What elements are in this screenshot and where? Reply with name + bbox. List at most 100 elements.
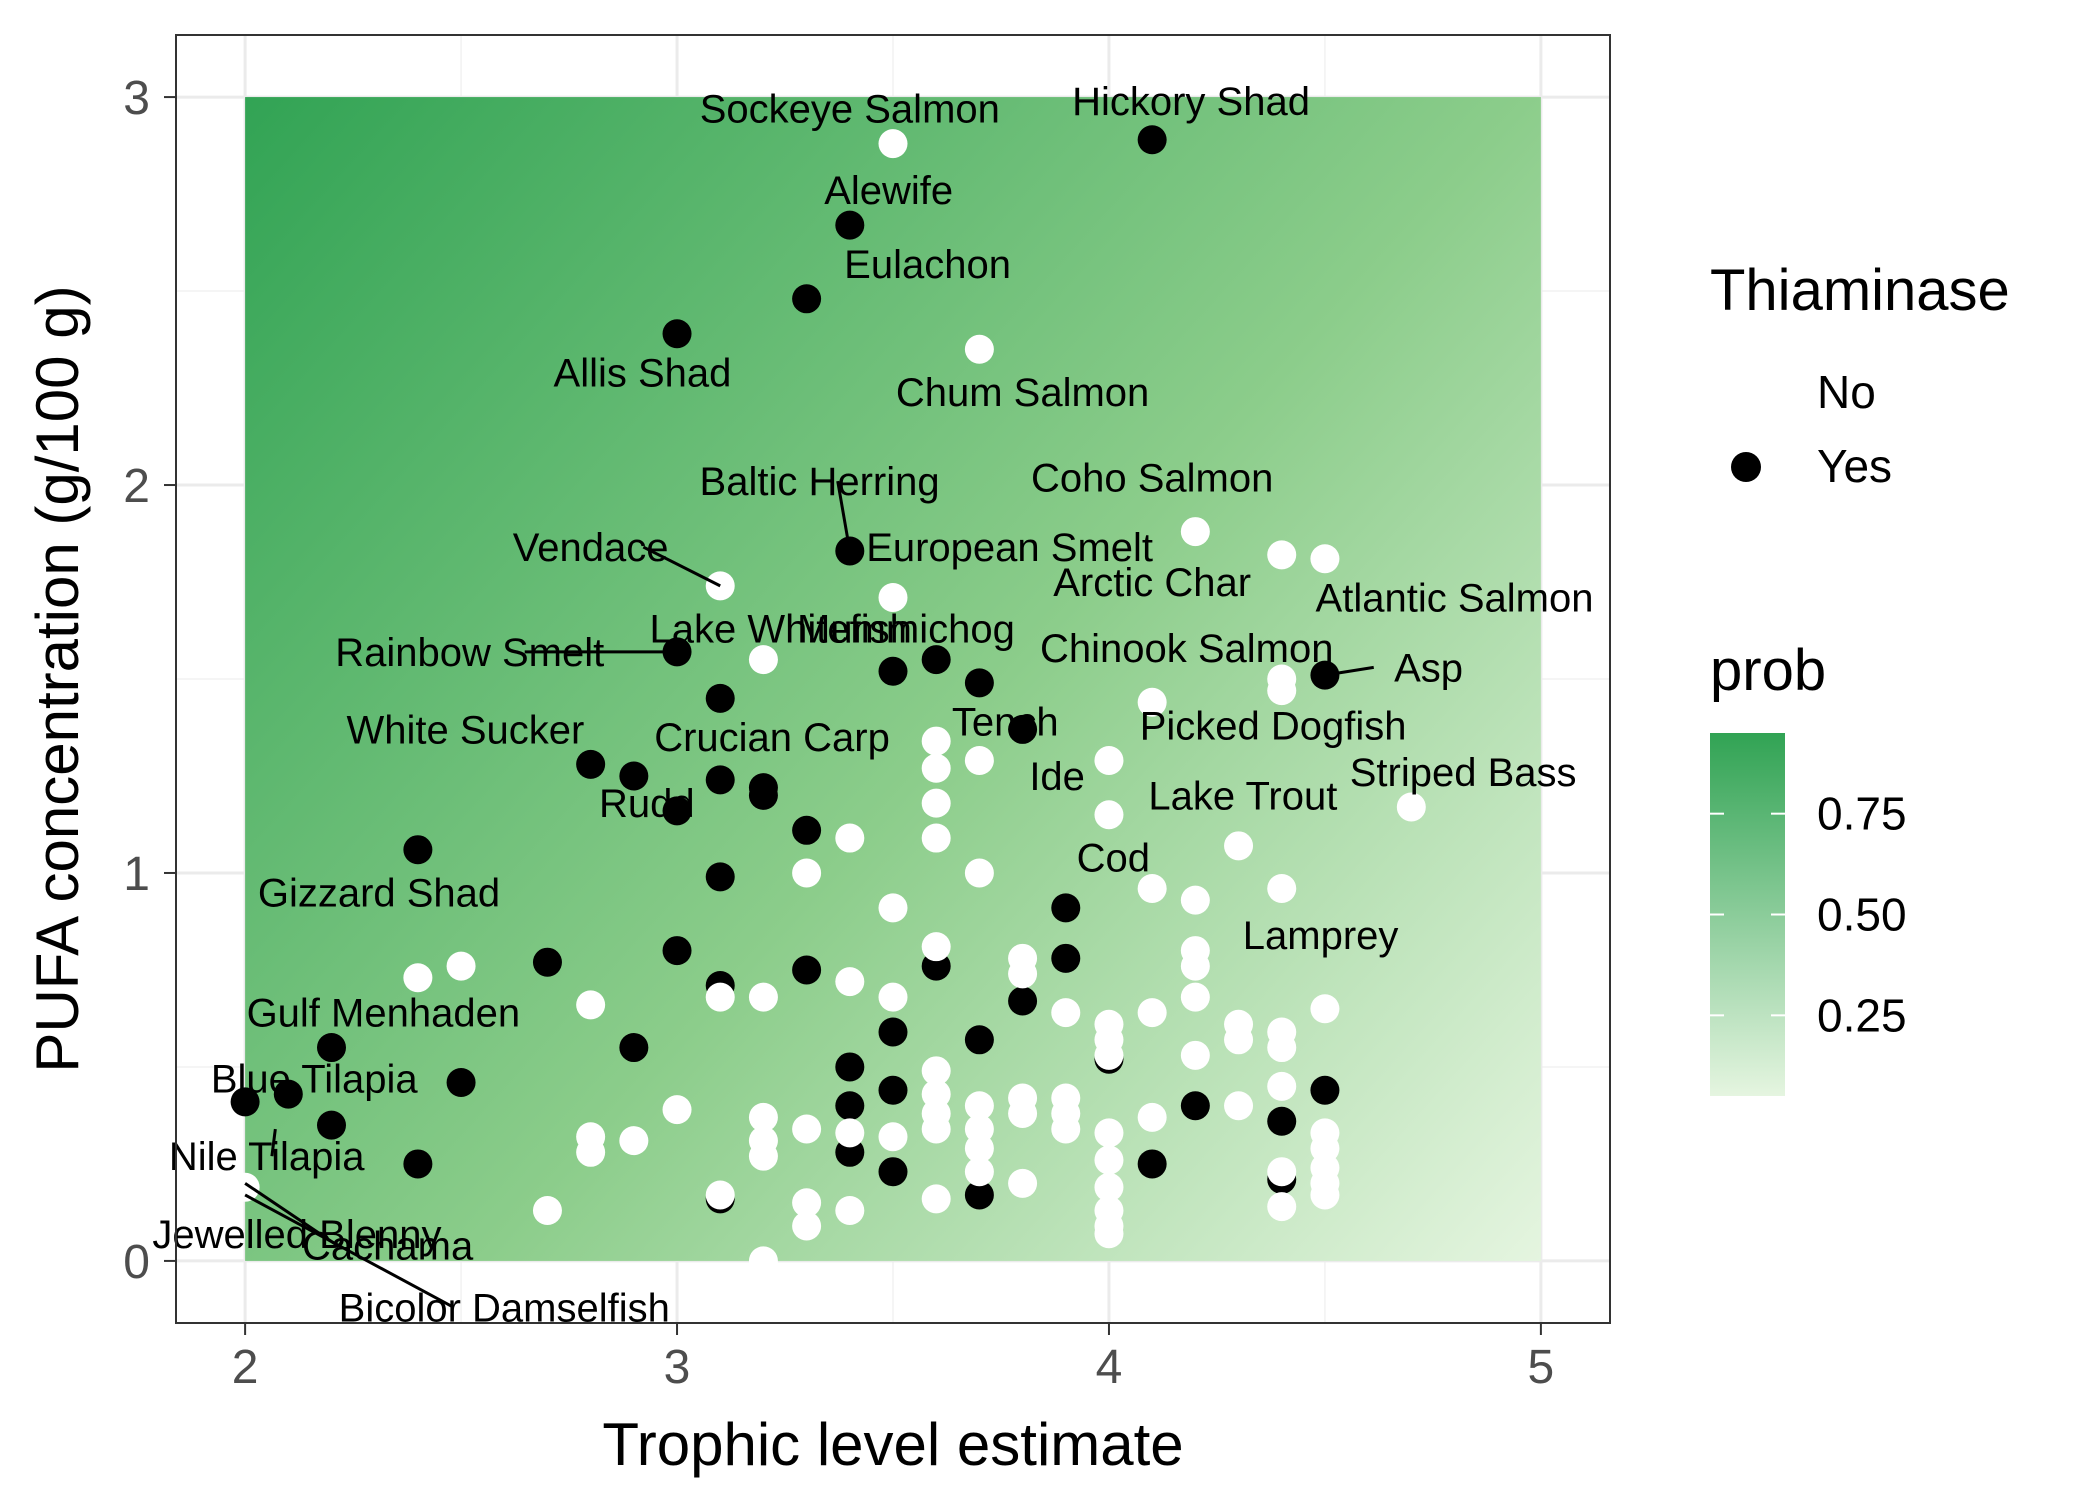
- data-point: [1137, 1102, 1167, 1132]
- data-point: [1224, 1025, 1254, 1055]
- data-point: [1180, 517, 1210, 547]
- data-point: [576, 749, 606, 779]
- data-point: [316, 1033, 346, 1063]
- data-point: [835, 1195, 865, 1225]
- point-label: Picked Dogfish: [1140, 705, 1407, 749]
- point-label: Cachama: [302, 1224, 474, 1268]
- data-point: [964, 1180, 994, 1210]
- point-label: Vendace: [513, 526, 669, 570]
- data-point: [705, 1180, 735, 1210]
- data-point: [748, 780, 778, 810]
- data-point: [403, 835, 433, 865]
- data-point: [1094, 745, 1124, 775]
- axes: 2 3 4 5 0 1 2 3: [123, 72, 1554, 1394]
- data-point: [1008, 986, 1038, 1016]
- data-point: [835, 967, 865, 997]
- data-point: [748, 1141, 778, 1171]
- data-point: [403, 1149, 433, 1179]
- data-point: [792, 1211, 822, 1241]
- legend-label-no: No: [1817, 366, 1876, 418]
- data-point: [1180, 1091, 1210, 1121]
- point-label: Sockeye Salmon: [700, 88, 1000, 132]
- data-point: [921, 932, 951, 962]
- data-point: [1267, 1106, 1297, 1136]
- data-point: [532, 947, 562, 977]
- data-point: [1137, 687, 1167, 717]
- data-point: [1137, 125, 1167, 155]
- point-label: Mummichog: [797, 608, 1015, 652]
- point-label: Gulf Menhaden: [247, 992, 521, 1036]
- data-point: [792, 284, 822, 314]
- data-point: [964, 1025, 994, 1055]
- point-label: Rudd: [599, 782, 695, 826]
- y-tick-label: 3: [123, 72, 150, 125]
- data-point: [1008, 714, 1038, 744]
- point-label: Baltic Herring: [700, 460, 940, 504]
- data-point: [1310, 544, 1340, 574]
- point-label: Crucian Carp: [654, 716, 890, 760]
- point-label: Lake Trout: [1148, 774, 1337, 818]
- data-point: [1008, 959, 1038, 989]
- data-point: [705, 982, 735, 1012]
- y-tick-label: 0: [123, 1236, 150, 1289]
- data-point: [1267, 540, 1297, 570]
- data-point: [1051, 998, 1081, 1028]
- data-point: [662, 796, 692, 826]
- data-point: [1267, 1157, 1297, 1187]
- data-point: [705, 765, 735, 795]
- point-label: Alewife: [824, 169, 953, 213]
- data-point: [1267, 1192, 1297, 1222]
- point-label: Eulachon: [844, 243, 1011, 287]
- point-label: Cod: [1077, 836, 1150, 880]
- data-point: [921, 823, 951, 853]
- point-label: Blue Tilapia: [211, 1058, 419, 1102]
- data-point: [964, 1157, 994, 1187]
- data-point: [1094, 1145, 1124, 1175]
- point-label: Ide: [1029, 755, 1085, 799]
- point-label: Gizzard Shad: [258, 871, 500, 915]
- point-label: Nile Tilapia: [169, 1135, 365, 1179]
- data-point: [1310, 1075, 1340, 1105]
- legend-label-yes: Yes: [1817, 440, 1892, 492]
- x-tick-label: 5: [1528, 1341, 1555, 1394]
- point-label: Allis Shad: [554, 352, 732, 396]
- point-label: Rainbow Smelt: [335, 631, 604, 675]
- colorbar-label: 0.25: [1817, 989, 1907, 1041]
- x-axis-title: Trophic level estimate: [602, 1411, 1183, 1478]
- data-point: [921, 645, 951, 675]
- data-point: [619, 1033, 649, 1063]
- data-point: [403, 963, 433, 993]
- data-point: [878, 1075, 908, 1105]
- data-point: [964, 1133, 994, 1163]
- data-point: [705, 683, 735, 713]
- point-label: Chum Salmon: [896, 371, 1149, 415]
- data-point: [964, 1091, 994, 1121]
- series-no: [230, 129, 1426, 1276]
- point-label: Lake Whitefish: [650, 608, 912, 652]
- legend-key-no: [1731, 380, 1761, 410]
- data-point: [921, 1056, 951, 1086]
- point-label: Coho Salmon: [1031, 456, 1273, 500]
- data-point: [792, 858, 822, 888]
- data-point: [878, 656, 908, 686]
- data-point: [1224, 1091, 1254, 1121]
- data-point: [878, 1017, 908, 1047]
- point-labels: Sockeye Salmon Hickory Shad Alewife Eulacho…: [152, 80, 1593, 1331]
- point-label: Atlantic Salmon: [1316, 577, 1594, 621]
- data-point: [1267, 873, 1297, 903]
- data-point: [1137, 1149, 1167, 1179]
- data-point: [1008, 1099, 1038, 1129]
- point-label: Jewelled Blenny: [152, 1213, 441, 1257]
- data-point: [835, 1052, 865, 1082]
- data-point: [1267, 1071, 1297, 1101]
- label-connector: [1324, 665, 1374, 677]
- panel-border: [175, 34, 1611, 1324]
- data-point: [1267, 676, 1297, 706]
- data-point: [748, 645, 778, 675]
- legend-thiaminase: Thiaminase No Yes: [1710, 258, 2010, 492]
- y-tick-label: 1: [123, 848, 150, 901]
- data-point: [835, 210, 865, 240]
- data-point: [964, 745, 994, 775]
- y-tick-label: 2: [123, 460, 150, 513]
- legend-prob: prob 0.75 0.50 0.25: [1710, 638, 1907, 1096]
